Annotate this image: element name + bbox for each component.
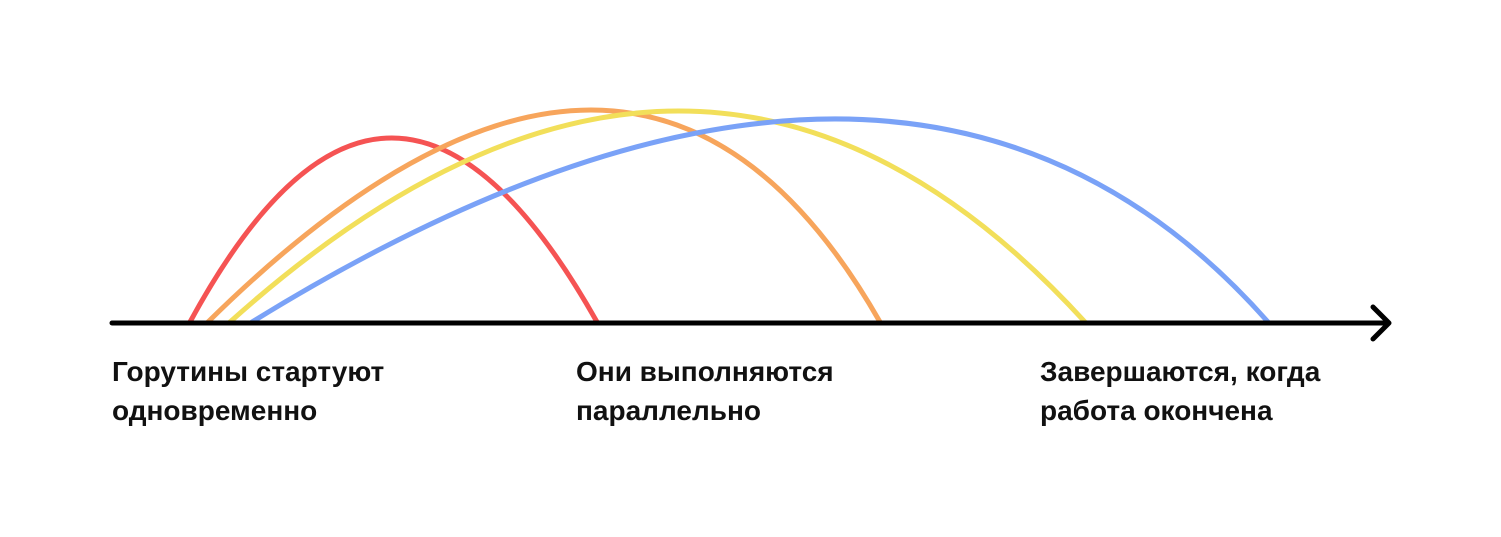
label-goroutines-start: Горутины стартуют одновременно <box>112 352 384 430</box>
goroutine-arc-red <box>187 135 600 325</box>
goroutine-arc-orange <box>205 107 883 325</box>
label-parallel-line-1: Они выполняются <box>576 356 834 387</box>
goroutine-arc-yellow <box>227 108 1088 325</box>
label-finish-when-done: Завершаются, когда работа окончена <box>1040 352 1320 430</box>
label-finish-line-1: Завершаются, когда <box>1040 356 1321 387</box>
label-parallel-line-2: параллельно <box>576 395 761 426</box>
goroutine-arc-blue <box>249 116 1271 325</box>
label-start-line-2: одновременно <box>112 395 318 426</box>
time-axis-arrowhead <box>1370 304 1392 342</box>
label-finish-line-2: работа окончена <box>1040 395 1273 426</box>
label-run-parallel: Они выполняются параллельно <box>576 352 834 430</box>
label-start-line-1: Горутины стартуют <box>112 356 385 387</box>
